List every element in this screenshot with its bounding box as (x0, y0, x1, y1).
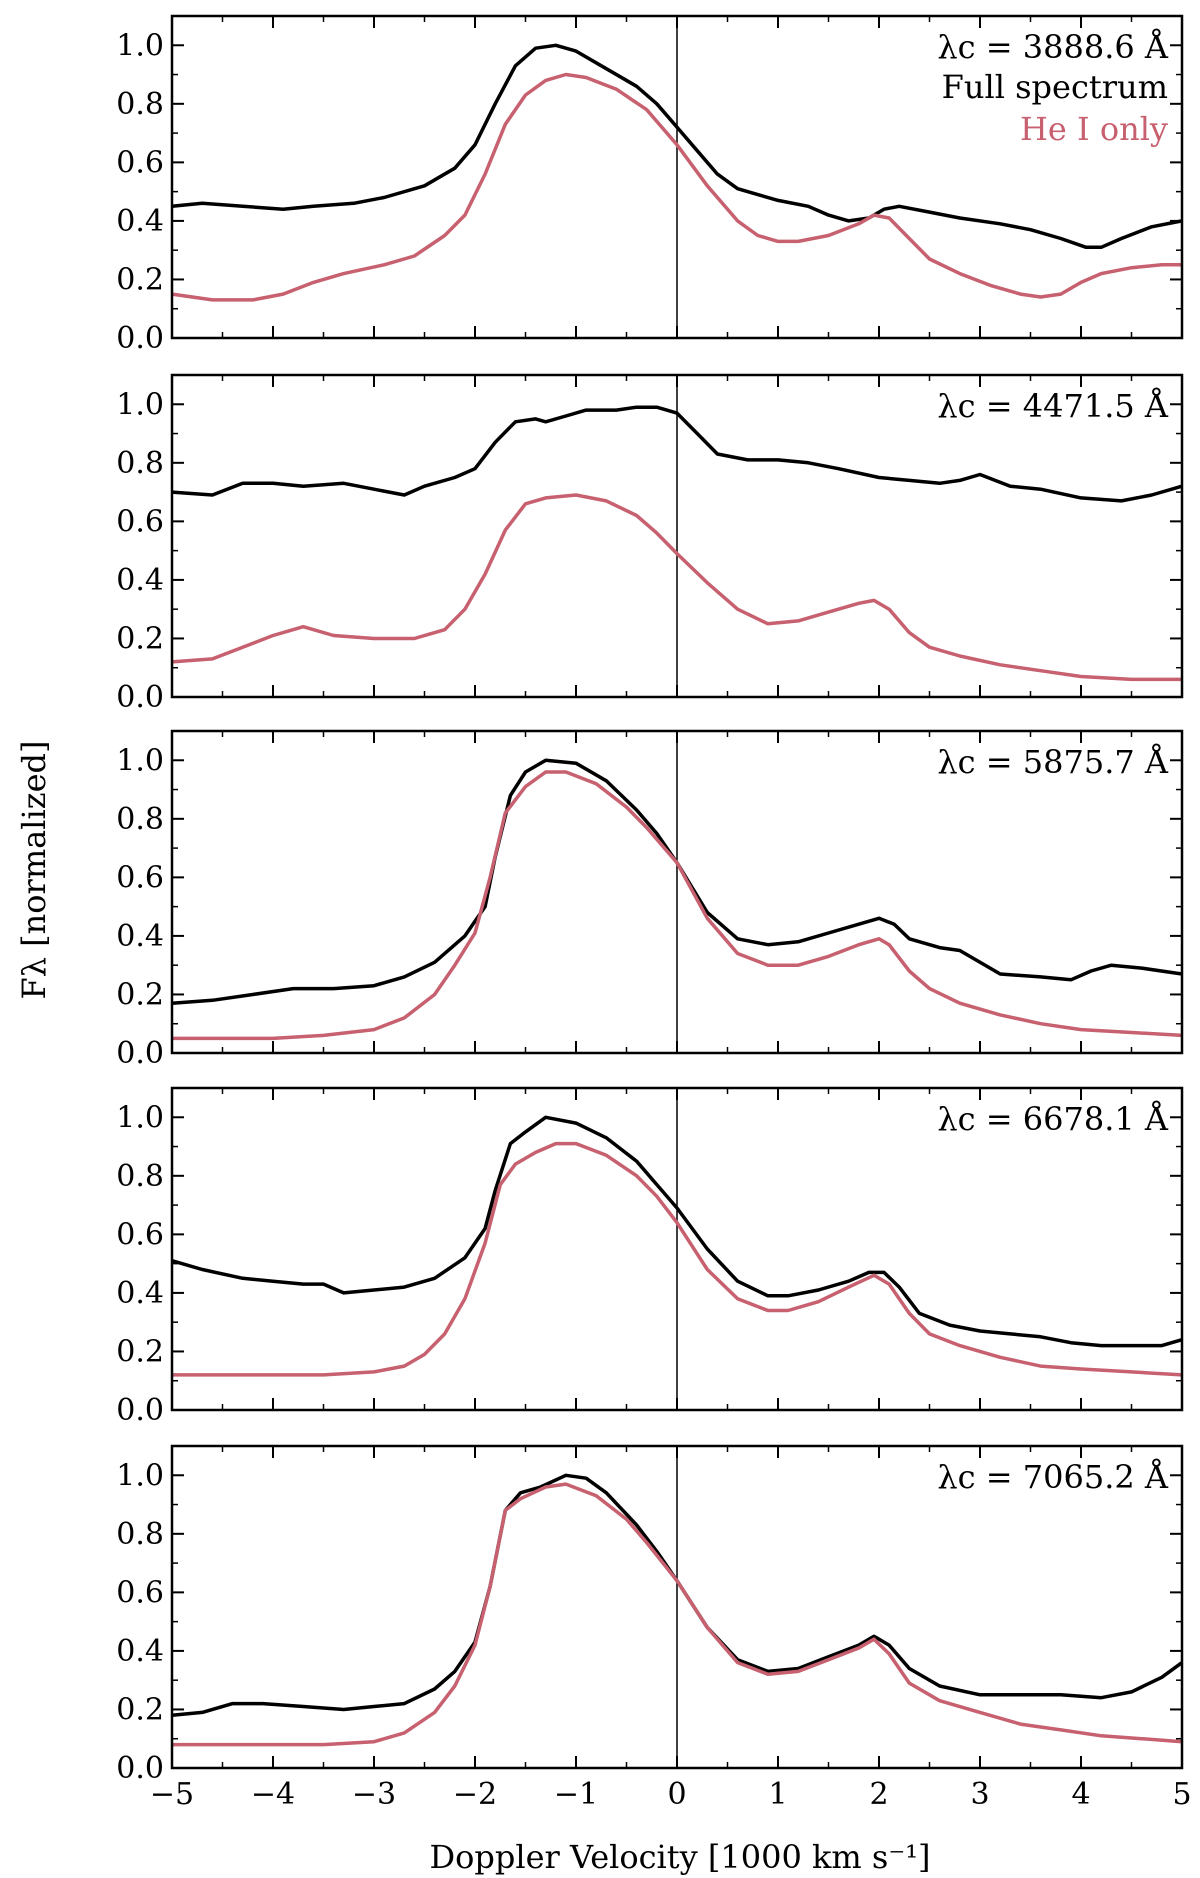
y-tick-label: 0.0 (116, 1036, 164, 1071)
y-tick-label: 0.6 (116, 145, 164, 180)
y-tick-label: 0.6 (116, 1217, 164, 1252)
x-axis-label: Doppler Velocity [1000 km s⁻¹] (429, 1838, 930, 1876)
x-tick-label: 2 (869, 1777, 888, 1812)
x-tick-label: 0 (667, 1777, 686, 1812)
x-tick-label: 4 (1071, 1777, 1090, 1812)
wavelength-annotation: λc = 4471.5 Å (937, 387, 1169, 425)
x-tick-label: 1 (768, 1777, 787, 1812)
panel-3: 0.0 0.2 0.4 0.6 0.8 1.0 λc = 5875.7 Å (116, 729, 1184, 1071)
y-tick-label: 1.0 (116, 28, 164, 63)
he-i-line (171, 72, 1182, 302)
y-tick-label: 0.4 (116, 919, 164, 954)
y-tick-label: 0.6 (116, 860, 164, 895)
legend-he-i-only: He I only (1020, 110, 1168, 148)
x-tick-label: −2 (453, 1777, 497, 1812)
x-tick-label: 3 (970, 1777, 989, 1812)
he-i-line (171, 493, 1182, 682)
y-tick-label: 0.8 (116, 446, 164, 481)
y-tick-label: 0.0 (116, 321, 164, 356)
y-tick-label: 0.2 (116, 1334, 164, 1369)
y-tick-label: 0.4 (116, 1634, 164, 1669)
he-i-line (172, 1482, 1183, 1747)
x-tick-label: −1 (554, 1777, 598, 1812)
wavelength-annotation: λc = 6678.1 Å (937, 1100, 1169, 1138)
panel-5: −5 −4 −3 −2 −1 0 1 2 3 4 5 0.0 0.2 0.4 0.6 0.8 1.0 λc = 7… (116, 1444, 1192, 1812)
y-tick-label: 1.0 (116, 387, 164, 422)
he-i-line (172, 770, 1183, 1041)
y-tick-label: 0.8 (116, 1517, 164, 1552)
y-tick-label: 0.4 (116, 1276, 164, 1311)
y-tick-label: 1.0 (116, 1458, 164, 1493)
panel-2: 0.0 0.2 0.4 0.6 0.8 1.0 λc = 4471.5 Å (116, 373, 1184, 715)
y-tick-label: 1.0 (116, 743, 164, 778)
x-tick-label: −3 (352, 1777, 396, 1812)
wavelength-annotation: λc = 5875.7 Å (937, 743, 1169, 781)
x-tick-label: −5 (150, 1777, 194, 1812)
y-tick-label: 0.2 (116, 621, 164, 656)
y-tick-label: 0.8 (116, 1159, 164, 1194)
y-tick-label: 0.6 (116, 1575, 164, 1610)
full-spectrum-line (171, 1115, 1183, 1348)
wavelength-annotation: λc = 7065.2 Å (937, 1458, 1169, 1496)
full-spectrum-line (171, 43, 1183, 250)
y-tick-label: 0.0 (116, 1393, 164, 1428)
legend-full-spectrum: Full spectrum (942, 68, 1168, 106)
y-tick-label: 0.2 (116, 977, 164, 1012)
panel-4: 0.0 0.2 0.4 0.6 0.8 1.0 λc = 6678.1 Å (116, 1086, 1184, 1428)
x-tick-label: 5 (1172, 1777, 1191, 1812)
y-tick-label: 0.0 (116, 680, 164, 715)
y-tick-label: 0.4 (116, 563, 164, 598)
y-tick-label: 0.2 (116, 1692, 164, 1727)
he-i-line (172, 1141, 1183, 1377)
full-spectrum-line (171, 405, 1183, 503)
y-tick-label: 0.0 (116, 1751, 164, 1786)
full-spectrum-line (171, 1473, 1184, 1718)
y-axis-label: Fλ [normalized] (15, 741, 53, 1000)
wavelength-annotation: λc = 3888.6 Å (937, 28, 1169, 66)
y-tick-label: 0.4 (116, 204, 164, 239)
y-tick-label: 0.8 (116, 802, 164, 837)
y-tick-label: 0.2 (116, 262, 164, 297)
x-tick-label: −4 (251, 1777, 295, 1812)
y-tick-label: 0.8 (116, 87, 164, 122)
y-tick-label: 1.0 (116, 1100, 164, 1135)
y-tick-label: 0.6 (116, 504, 164, 539)
